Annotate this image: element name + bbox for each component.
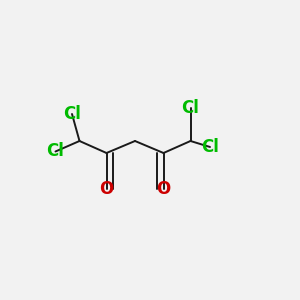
Text: Cl: Cl <box>182 99 200 117</box>
Text: Cl: Cl <box>201 138 219 156</box>
Text: Cl: Cl <box>46 142 64 160</box>
Text: Cl: Cl <box>63 105 81 123</box>
Text: O: O <box>99 180 114 198</box>
Text: O: O <box>156 180 171 198</box>
